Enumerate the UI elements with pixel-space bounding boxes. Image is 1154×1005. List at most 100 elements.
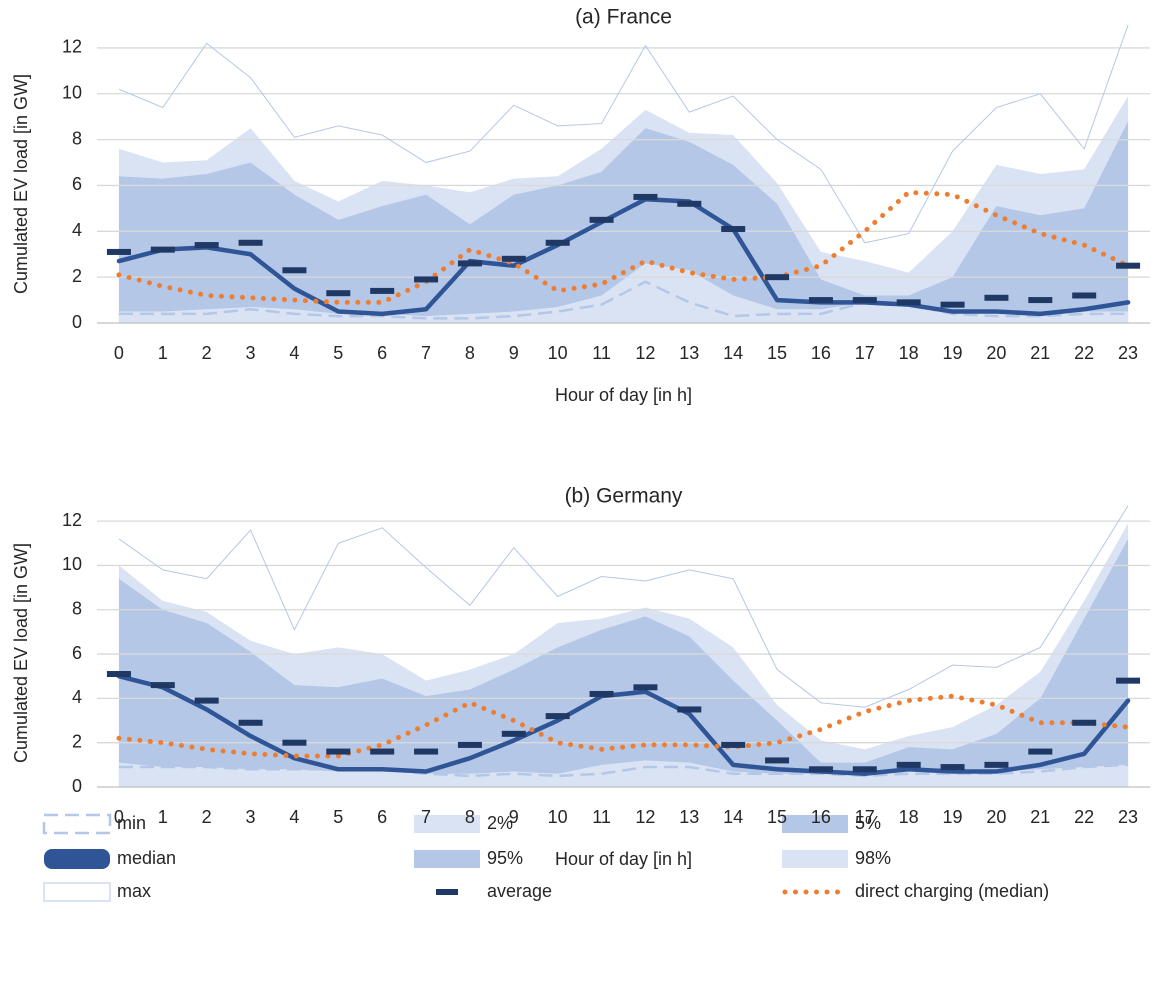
legend-swatch — [782, 815, 848, 833]
max-line: max — [118, 505, 1129, 708]
average-marker: average — [106, 671, 131, 678]
x-tick-label: 23 — [1118, 807, 1138, 827]
x-tick-label: 9 — [509, 343, 519, 363]
x-tick-label: 2 — [202, 807, 212, 827]
average-marker — [765, 757, 790, 764]
average-marker — [984, 294, 1009, 301]
average-marker — [194, 242, 219, 249]
x-tick-label: 12 — [635, 343, 655, 363]
x-tick-label: 6 — [377, 807, 387, 827]
average-marker — [501, 255, 526, 262]
average-marker — [633, 684, 658, 691]
average-marker — [106, 248, 131, 255]
x-tick-label: 7 — [421, 343, 431, 363]
x-tick-label: 22 — [1074, 807, 1094, 827]
average-marker — [238, 719, 263, 726]
x-axis-label: Hour of day [in h] — [555, 385, 692, 405]
direct-charging-line: direct charging (median) — [116, 693, 1131, 759]
average-marker — [238, 239, 263, 246]
x-tick-label: 4 — [289, 807, 299, 827]
x-tick-label: 0 — [114, 343, 124, 363]
average-marker — [721, 741, 746, 748]
x-tick-label: 1 — [158, 807, 168, 827]
x-tick-label: 11 — [592, 807, 611, 827]
x-tick-label: 14 — [723, 807, 743, 827]
legend-swatch — [42, 813, 112, 835]
x-tick-label: 13 — [679, 343, 699, 363]
x-tick-label: 22 — [1074, 343, 1094, 363]
average-marker — [370, 287, 395, 294]
y-tick-label: 0 — [72, 776, 82, 796]
x-tick-label: 19 — [943, 807, 963, 827]
average-marker — [501, 730, 526, 737]
average-marker — [589, 216, 614, 223]
legend-label: 98% — [855, 848, 891, 868]
chart-title: (a) France — [575, 6, 672, 29]
average-marker — [808, 766, 833, 773]
legend-swatch — [436, 889, 458, 895]
legend-swatch — [414, 815, 480, 833]
average-marker — [1116, 262, 1141, 269]
x-tick-label: 1 — [158, 343, 168, 363]
area — [118, 121, 1129, 324]
y-tick-label: 10 — [62, 554, 82, 574]
x-tick-label: 8 — [465, 343, 475, 363]
average-marker — [765, 274, 790, 281]
x-axis-label: Hour of day [in h] — [555, 849, 692, 869]
y-tick-label: 4 — [72, 220, 82, 240]
average-marker — [896, 299, 921, 306]
y-tick-label: 2 — [72, 731, 82, 751]
min-line — [118, 280, 1129, 320]
average-marker — [326, 290, 351, 297]
x-tick-label: 9 — [509, 807, 519, 827]
legend-swatch — [782, 850, 848, 868]
area: 2% — [118, 760, 1129, 787]
x-tick-label: 21 — [1030, 807, 1050, 827]
average-marker — [589, 690, 614, 697]
y-tick-label: 8 — [72, 128, 82, 148]
x-tick-label: 5 — [333, 807, 343, 827]
y-tick-label: 4 — [72, 687, 82, 707]
x-tick-label: 7 — [421, 807, 431, 827]
x-tick-label: 5 — [333, 343, 343, 363]
x-tick-label: 18 — [899, 343, 919, 363]
y-tick-label: 2 — [72, 266, 82, 286]
average-marker — [326, 748, 351, 755]
average-marker — [1028, 297, 1053, 304]
x-tick-label: 15 — [767, 807, 787, 827]
average-marker — [677, 706, 702, 713]
average-marker — [721, 226, 746, 233]
y-tick-label: 8 — [72, 599, 82, 619]
average-marker — [940, 764, 965, 771]
legend-label: median — [117, 848, 176, 868]
x-tick-label: 12 — [635, 807, 655, 827]
y-axis-label: Cumulated EV load [in GW] — [11, 543, 31, 763]
x-tick-label: 10 — [548, 343, 568, 363]
y-axis-label: Cumulated EV load [in GW] — [11, 74, 31, 294]
average-marker — [457, 260, 482, 267]
average-marker — [896, 761, 921, 768]
average-marker — [1116, 677, 1141, 684]
x-tick-label: 17 — [855, 807, 875, 827]
x-tick-label: 3 — [246, 343, 256, 363]
average-marker — [414, 748, 439, 755]
x-tick-label: 2 — [202, 343, 212, 363]
direct-charging-line — [116, 189, 1131, 305]
average-marker — [677, 200, 702, 207]
x-tick-label: 23 — [1118, 343, 1138, 363]
x-tick-label: 17 — [855, 343, 875, 363]
average-marker — [852, 766, 877, 773]
x-tick-label: 20 — [986, 343, 1006, 363]
x-tick-label: 18 — [899, 807, 919, 827]
legend-label: 5% — [855, 813, 881, 833]
area: 95% — [118, 538, 1129, 787]
median-line — [116, 196, 1131, 317]
x-tick-label: 3 — [246, 807, 256, 827]
average-marker — [545, 239, 570, 246]
average-marker — [282, 267, 307, 274]
average-marker — [940, 301, 965, 308]
average-marker — [1028, 748, 1053, 755]
average-marker — [984, 761, 1009, 768]
